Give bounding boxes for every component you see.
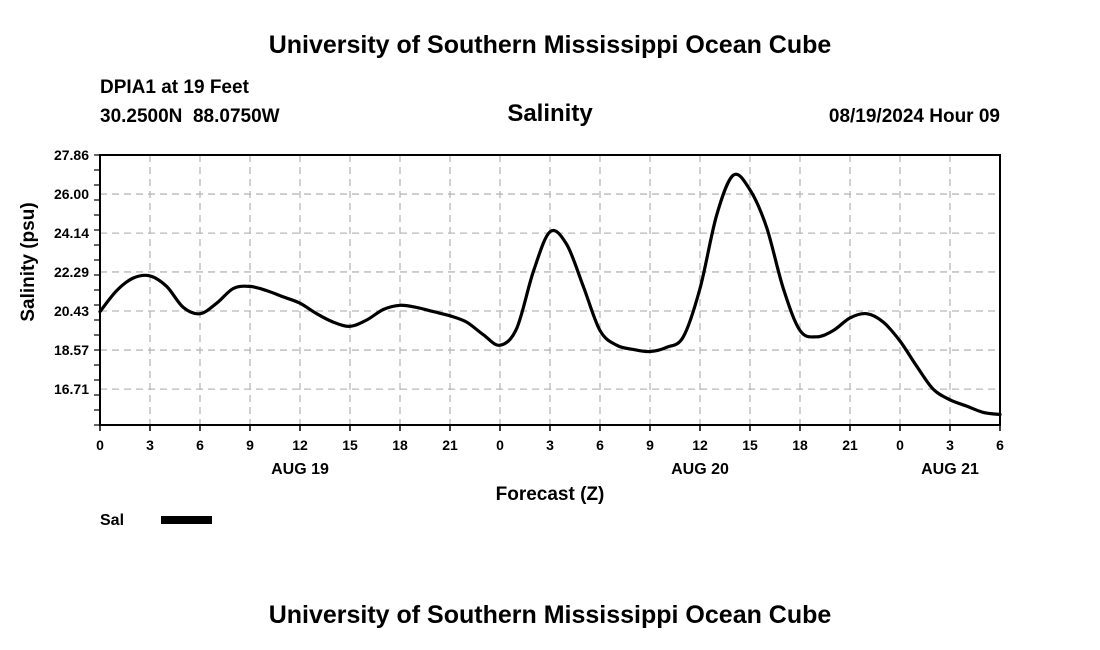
bottom-title: University of Southern Mississippi Ocean… bbox=[268, 601, 832, 629]
x-tick-label: 18 bbox=[792, 437, 808, 453]
coordinates-label: 30.2500N 88.0750W bbox=[100, 106, 280, 127]
y-axis-label: Salinity (psu) bbox=[18, 202, 39, 321]
x-date-label: AUG 19 bbox=[271, 461, 329, 478]
x-tick-label: 6 bbox=[596, 437, 604, 453]
x-tick-label: 21 bbox=[442, 437, 458, 453]
y-tick-label: 18.57 bbox=[54, 342, 89, 358]
x-tick-label: 0 bbox=[896, 437, 904, 453]
x-tick-label: 3 bbox=[146, 437, 154, 453]
y-tick-label: 22.29 bbox=[54, 264, 89, 280]
y-tick-label: 20.43 bbox=[54, 303, 89, 319]
x-tick-label: 9 bbox=[246, 437, 254, 453]
x-tick-label: 9 bbox=[646, 437, 654, 453]
x-tick-label: 3 bbox=[946, 437, 954, 453]
y-tick-label: 26.00 bbox=[54, 186, 89, 202]
y-tick-label: 27.86 bbox=[54, 147, 89, 163]
x-tick-label: 18 bbox=[392, 437, 408, 453]
station-label: DPIA1 at 19 Feet bbox=[100, 77, 249, 98]
x-axis-label: Forecast (Z) bbox=[496, 484, 605, 505]
x-date-label: AUG 20 bbox=[671, 461, 729, 478]
y-tick-label: 24.14 bbox=[54, 225, 89, 241]
top-title: University of Southern Mississippi Ocean… bbox=[268, 31, 832, 59]
x-tick-label: 15 bbox=[742, 437, 758, 453]
y-tick-label: 16.71 bbox=[54, 381, 89, 397]
x-tick-label: 6 bbox=[196, 437, 204, 453]
x-date-label: AUG 21 bbox=[921, 461, 979, 478]
series-line-sal bbox=[98, 172, 1002, 417]
legend-label: Sal bbox=[100, 512, 124, 529]
x-tick-label: 12 bbox=[692, 437, 708, 453]
x-tick-label: 0 bbox=[96, 437, 104, 453]
x-tick-label: 12 bbox=[292, 437, 308, 453]
grid-lines bbox=[100, 155, 1000, 425]
datetime-label: 08/19/2024 Hour 09 bbox=[828, 106, 1000, 127]
x-tick-label: 0 bbox=[496, 437, 504, 453]
axes: 0 3 6 9 12 15 18 21 0 3 6 9 12 15 18 21 0 3 6 AUG 19 AUG 20 A… bbox=[54, 147, 1004, 478]
x-tick-label: 21 bbox=[842, 437, 858, 453]
x-tick-label: 15 bbox=[342, 437, 358, 453]
x-tick-label: 6 bbox=[996, 437, 1004, 453]
chart-title: Salinity bbox=[507, 100, 593, 127]
x-tick-label: 3 bbox=[546, 437, 554, 453]
